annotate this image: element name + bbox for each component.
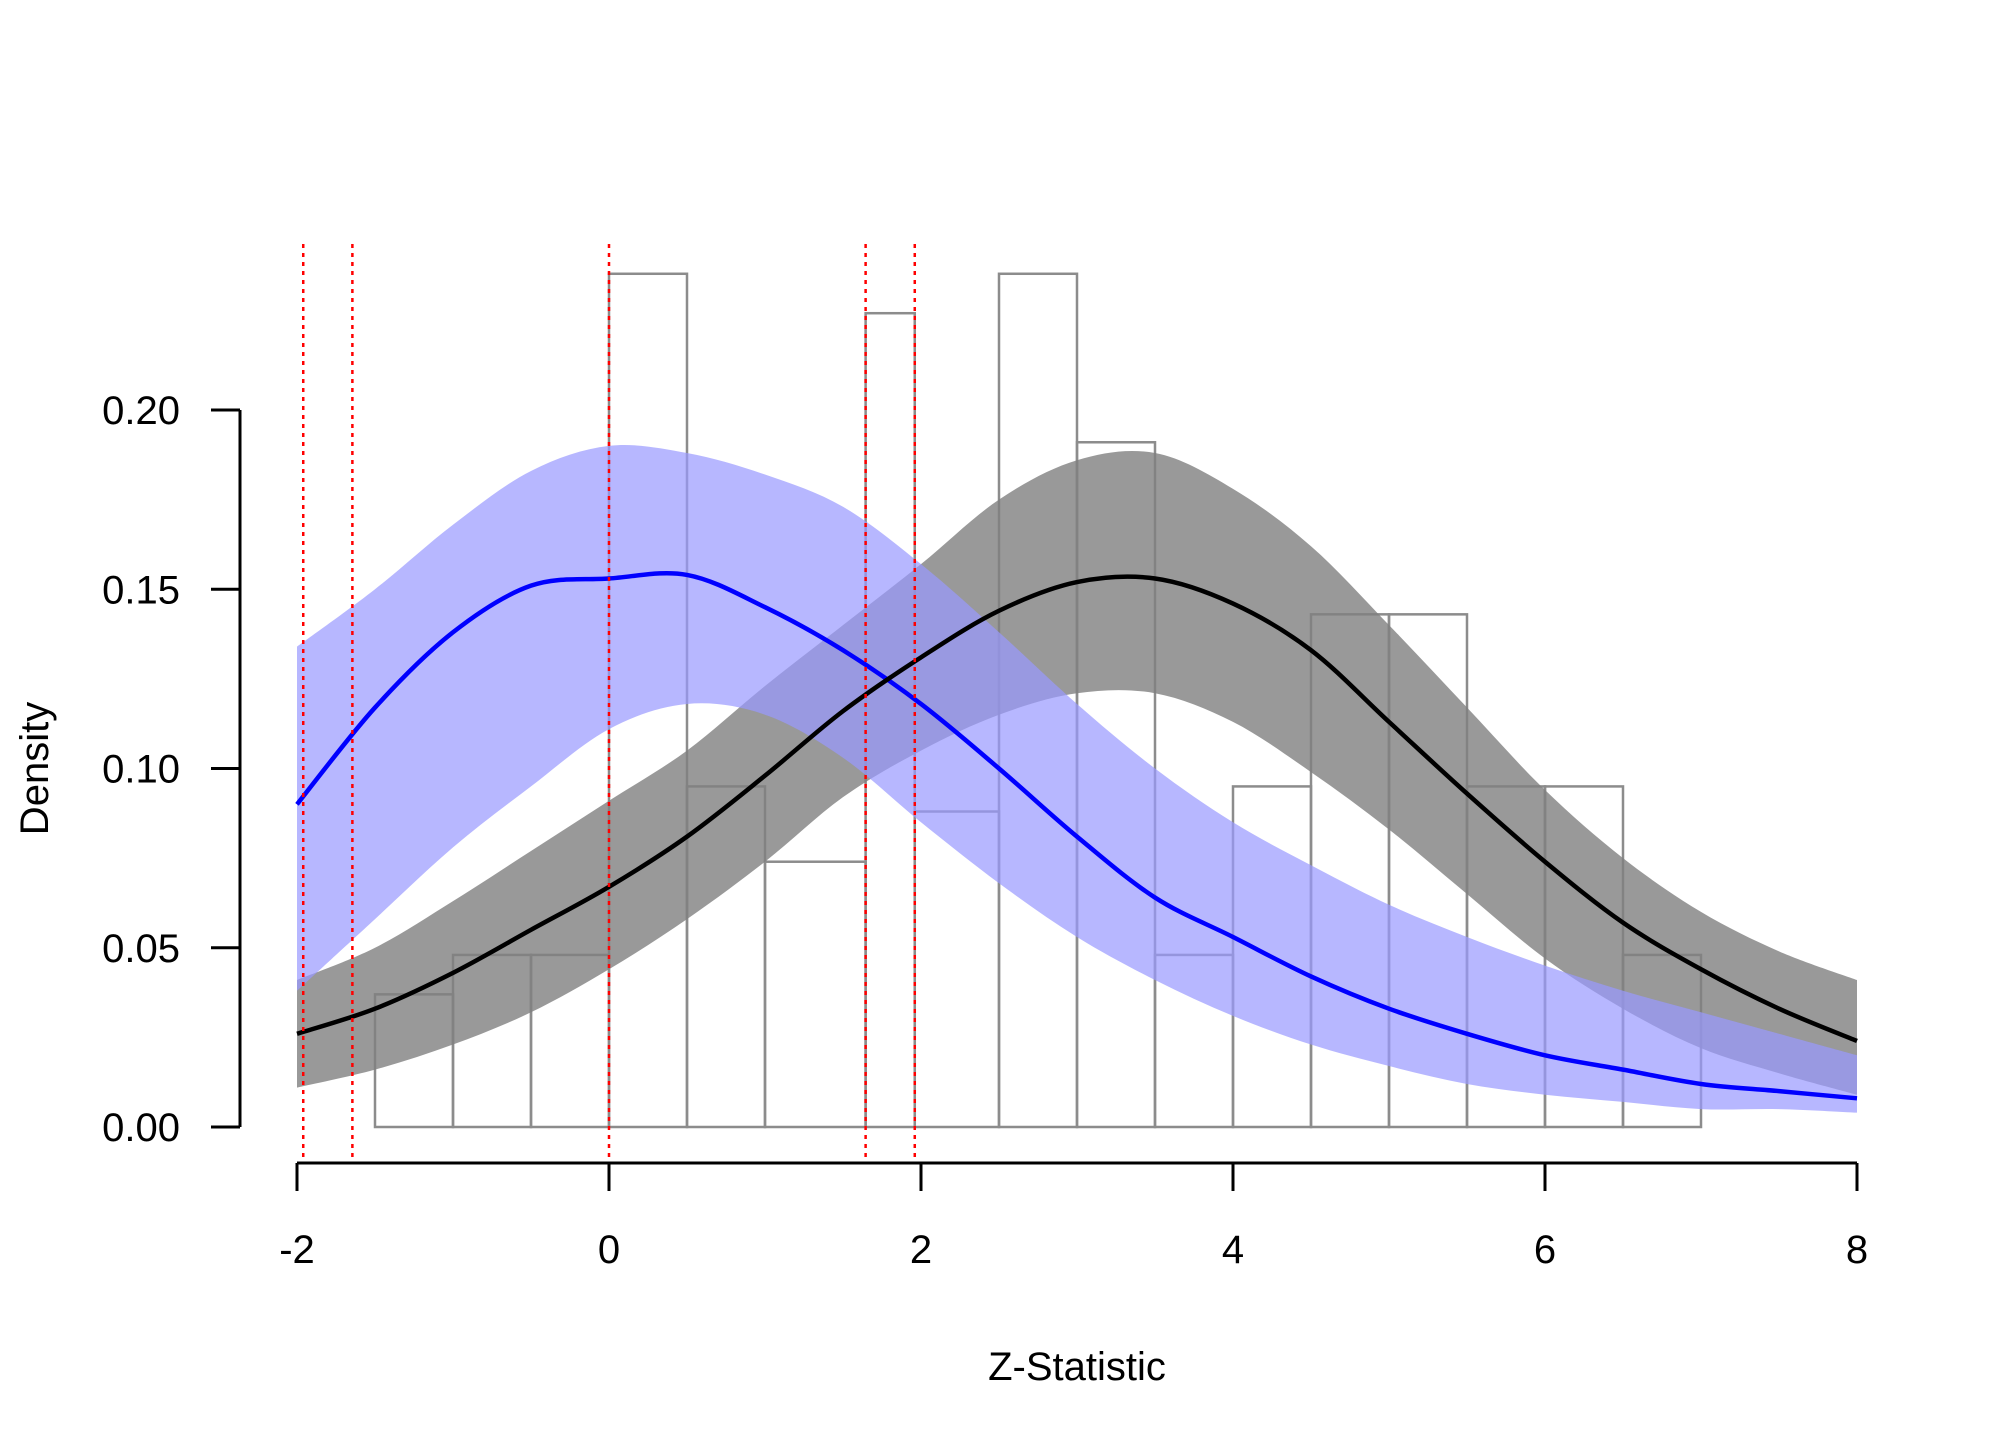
x-tick-label: -2: [279, 1228, 315, 1272]
confidence-bands: [297, 444, 1857, 1113]
histogram-bar-6: [763, 860, 867, 1129]
x-tick-label: 8: [1846, 1228, 1868, 1272]
x-axis-title: Z-Statistic: [988, 1345, 1166, 1389]
y-tick-label: 0.10: [102, 748, 180, 792]
x-tick-label: 0: [598, 1228, 620, 1272]
axes: 0.00 0.05 0.10 0.15 0.20 -2 0 2 4 6 8: [102, 389, 1868, 1272]
density-lines: [295, 570, 1858, 1101]
x-tick-label: 6: [1534, 1228, 1556, 1272]
x-tick-label: 2: [910, 1228, 932, 1272]
line-series-2: [296, 574, 1858, 1044]
reference-lines: [301, 244, 917, 1163]
x-tick-label: 4: [1222, 1228, 1244, 1272]
band-series-1: [297, 444, 1857, 1113]
y-tick-label: 0.05: [102, 927, 180, 971]
y-tick-label: 0.20: [102, 389, 180, 433]
y-tick-label: 0.00: [102, 1106, 180, 1150]
y-tick-label: 0.15: [102, 568, 180, 612]
line-series-1: [295, 570, 1858, 1101]
y-axis-title: Density: [13, 702, 57, 835]
